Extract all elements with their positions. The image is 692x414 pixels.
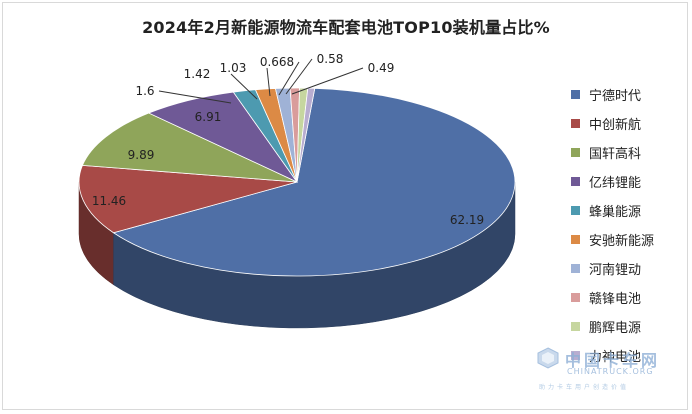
leader-line-greatpower bbox=[285, 58, 313, 95]
leader-line-svolt bbox=[158, 90, 232, 104]
legend-swatch-svolt bbox=[571, 206, 580, 215]
data-label-anchi: 1.42 bbox=[184, 67, 211, 81]
legend-label-gotion: 国轩高科 bbox=[589, 147, 642, 162]
legend-swatch-lishen bbox=[571, 351, 580, 360]
legend-swatch-catl bbox=[571, 90, 580, 99]
legend-item-catl: 宁德时代 bbox=[571, 80, 654, 109]
data-label-eve: 6.91 bbox=[195, 110, 222, 124]
legend-swatch-gotion bbox=[571, 148, 580, 157]
legend-item-henan-lidong: 河南锂动 bbox=[571, 254, 654, 283]
watermark-brand: 中国卡车网 bbox=[565, 351, 661, 370]
data-label-calb: 11.46 bbox=[92, 194, 126, 208]
legend-label-anchi: 安驰新能源 bbox=[589, 234, 655, 249]
data-label-lishen: 0.49 bbox=[368, 61, 395, 75]
data-label-ganfeng: 0.668 bbox=[260, 55, 294, 69]
legend-label-lishen: 力神电池 bbox=[589, 350, 642, 365]
legend-label-calb: 中创新航 bbox=[589, 118, 642, 133]
leader-line-anchi bbox=[230, 73, 258, 100]
watermark: 中国卡车网 CHINATRUCK.ORG 助力卡车用户创造价值 bbox=[535, 343, 665, 393]
data-labels: 62.19 11.46 9.89 6.91 1.6 1.42 1.03 0.668 0.58 0.… bbox=[92, 52, 484, 227]
legend-label-ganfeng: 赣锋电池 bbox=[589, 292, 642, 307]
chart-title: 2024年2月新能源物流车配套电池TOP10装机量占比% bbox=[142, 18, 550, 37]
legend-label-svolt: 蜂巢能源 bbox=[589, 205, 642, 220]
pie-slice-gotion bbox=[81, 112, 298, 183]
leader-line-lishen bbox=[291, 67, 364, 95]
pie-slices bbox=[78, 87, 516, 277]
legend-swatch-greatpower bbox=[571, 322, 580, 331]
pie-slice-calb bbox=[78, 164, 298, 234]
leader-line-ganfeng bbox=[278, 61, 300, 96]
legend-swatch-calb bbox=[571, 119, 580, 128]
data-label-catl: 62.19 bbox=[450, 213, 484, 227]
data-label-henan-lidong: 1.03 bbox=[220, 61, 247, 75]
legend-item-eve: 亿纬锂能 bbox=[571, 167, 654, 196]
leader-line-henan-lidong bbox=[266, 67, 271, 97]
data-label-gotion: 9.89 bbox=[128, 148, 155, 162]
leader-lines bbox=[158, 58, 364, 104]
legend-label-eve: 亿纬锂能 bbox=[589, 176, 642, 191]
legend-label-catl: 宁德时代 bbox=[589, 89, 642, 104]
watermark-sub: CHINATRUCK.ORG bbox=[567, 367, 654, 376]
legend-swatch-anchi bbox=[571, 235, 580, 244]
legend-label-greatpower: 鹏辉电源 bbox=[589, 321, 642, 336]
legend-item-gotion: 国轩高科 bbox=[571, 138, 654, 167]
legend-swatch-eve bbox=[571, 177, 580, 186]
legend-label-henan-lidong: 河南锂动 bbox=[589, 263, 642, 278]
data-label-svolt: 1.6 bbox=[135, 84, 154, 98]
legend: 宁德时代中创新航国轩高科亿纬锂能蜂巢能源安驰新能源河南锂动赣锋电池鹏辉电源力神电… bbox=[571, 80, 654, 370]
legend-item-calb: 中创新航 bbox=[571, 109, 654, 138]
legend-swatch-ganfeng bbox=[571, 293, 580, 302]
legend-item-svolt: 蜂巢能源 bbox=[571, 196, 654, 225]
data-label-greatpower: 0.58 bbox=[317, 52, 344, 66]
legend-item-anchi: 安驰新能源 bbox=[571, 225, 654, 254]
truck-logo-icon bbox=[537, 347, 559, 369]
legend-item-lishen: 力神电池 bbox=[571, 341, 654, 370]
legend-swatch-henan-lidong bbox=[571, 264, 580, 273]
watermark-slogan: 助力卡车用户创造价值 bbox=[539, 384, 630, 391]
legend-item-ganfeng: 赣锋电池 bbox=[571, 283, 654, 312]
legend-item-greatpower: 鹏辉电源 bbox=[571, 312, 654, 341]
pie-slice-catl bbox=[112, 87, 516, 277]
